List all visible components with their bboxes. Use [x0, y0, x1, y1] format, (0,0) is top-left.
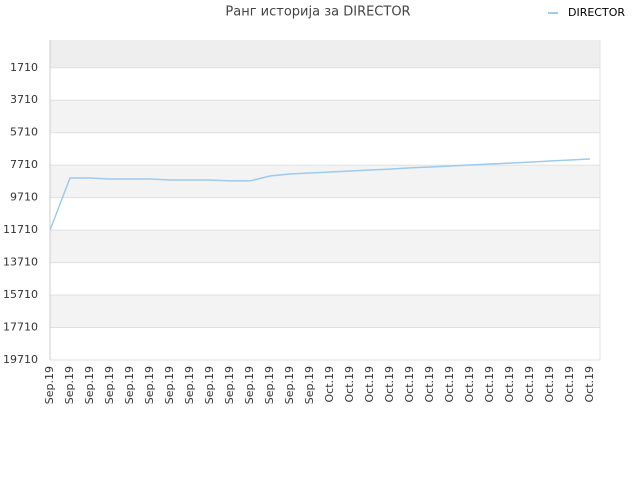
- x-tick-label: Oct.19: [543, 366, 556, 403]
- y-tick-label: 15710: [3, 288, 38, 301]
- band: [50, 40, 600, 68]
- x-tick-label: Sep.19: [303, 366, 316, 404]
- y-tick-label: 17710: [3, 321, 38, 334]
- x-tick-label: Oct.19: [483, 366, 496, 403]
- x-tick-label: Oct.19: [463, 366, 476, 403]
- y-tick-label: 7710: [10, 158, 38, 171]
- band: [50, 100, 600, 133]
- x-tick-label: Oct.19: [363, 366, 376, 403]
- y-tick-label: 1710: [10, 61, 38, 74]
- x-tick-label: Sep.19: [183, 366, 196, 404]
- x-tick-label: Sep.19: [263, 366, 276, 404]
- x-tick-label: Oct.19: [443, 366, 456, 403]
- band: [50, 230, 600, 263]
- band: [50, 165, 600, 198]
- y-tick-label: 3710: [10, 93, 38, 106]
- x-tick-label: Sep.19: [103, 366, 116, 404]
- x-tick-label: Sep.19: [163, 366, 176, 404]
- x-tick-label: Oct.19: [503, 366, 516, 403]
- legend-label: DIRECTOR: [568, 6, 625, 19]
- x-tick-label: Oct.19: [523, 366, 536, 403]
- y-tick-label: 9710: [10, 191, 38, 204]
- x-tick-label: Sep.19: [283, 366, 296, 404]
- x-tick-label: Oct.19: [343, 366, 356, 403]
- line: [49, 158, 591, 231]
- x-tick-label: Oct.19: [383, 366, 396, 403]
- y-tick-label: 19710: [3, 353, 38, 366]
- x-tick-label: Sep.19: [143, 366, 156, 404]
- chart-title: Ранг историја за DIRECTOR: [225, 5, 410, 20]
- y-tick-label: 5710: [10, 126, 38, 139]
- x-tick-label: Sep.19: [123, 366, 136, 404]
- x-tick-label: Oct.19: [563, 366, 576, 403]
- x-tick-label: Sep.19: [203, 366, 216, 404]
- x-tick-label: Oct.19: [583, 366, 596, 403]
- band: [50, 295, 600, 328]
- x-tick-label: Sep.19: [223, 366, 236, 404]
- x-tick-label: Sep.19: [63, 366, 76, 404]
- y-tick-label: 11710: [3, 223, 38, 236]
- x-tick-label: Oct.19: [323, 366, 336, 403]
- y-tick-label: 13710: [3, 256, 38, 269]
- x-tick-label: Sep.19: [83, 366, 96, 404]
- x-tick-label: Oct.19: [403, 366, 416, 403]
- x-tick-label: Sep.19: [43, 366, 56, 404]
- x-tick-label: Sep.19: [243, 366, 256, 404]
- x-tick-label: Oct.19: [423, 366, 436, 403]
